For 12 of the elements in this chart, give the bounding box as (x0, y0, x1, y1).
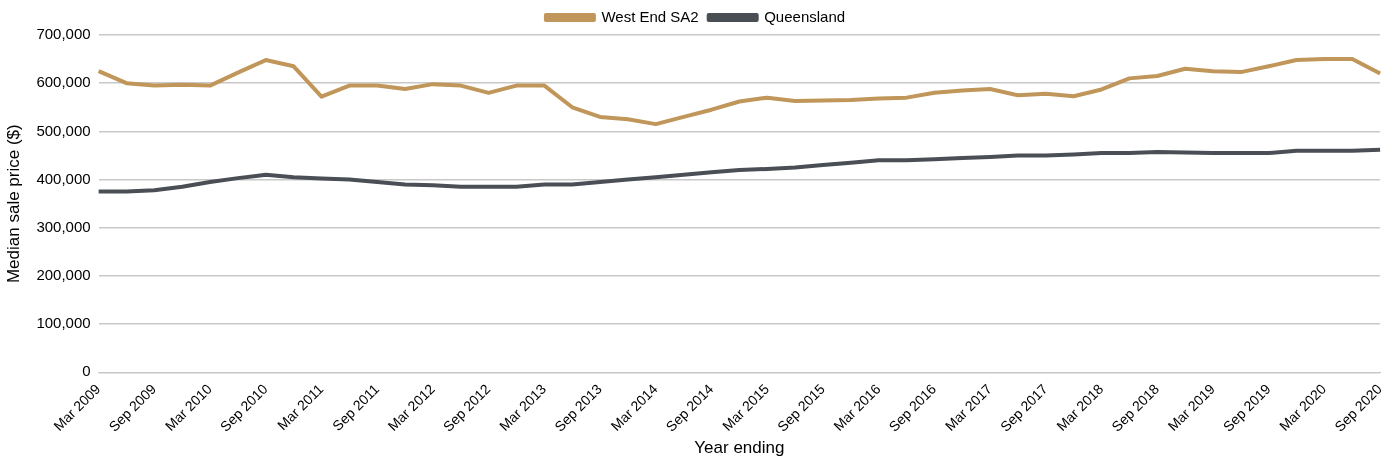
y-tick-label: 500,000 (36, 121, 91, 139)
legend-label: West End SA2 (601, 7, 699, 25)
y-tick-label: 100,000 (36, 314, 91, 332)
y-tick-label: 0 (82, 362, 91, 380)
y-tick-label: 600,000 (36, 73, 91, 91)
y-axis-title: Median sale price ($) (3, 124, 23, 284)
y-tick-label: 700,000 (36, 25, 91, 43)
y-tick-label: 300,000 (36, 217, 91, 235)
y-tick-label: 200,000 (36, 266, 91, 284)
x-axis-title: Year ending (694, 438, 785, 458)
y-tick-label: 400,000 (36, 169, 91, 187)
legend-label: Queensland (764, 7, 846, 25)
